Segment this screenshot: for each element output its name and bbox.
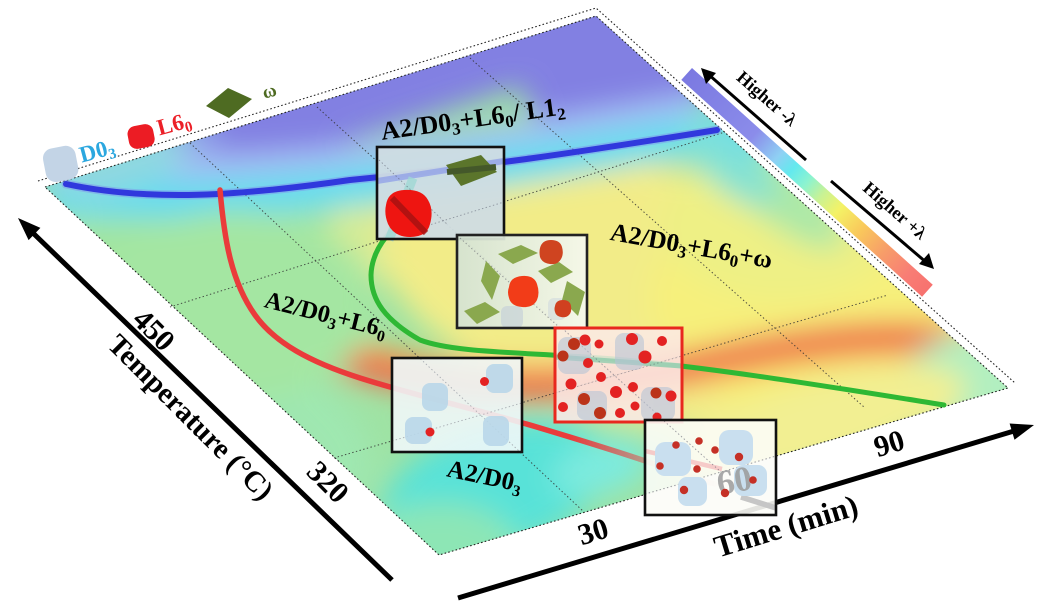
svg-text:90: 90 xyxy=(870,424,908,464)
svg-text:L60: L60 xyxy=(154,107,194,143)
svg-text:60: 60 xyxy=(714,458,755,502)
svg-text:30: 30 xyxy=(574,512,612,552)
svg-text:ω: ω xyxy=(260,80,279,104)
svg-text:D03: D03 xyxy=(77,134,119,170)
